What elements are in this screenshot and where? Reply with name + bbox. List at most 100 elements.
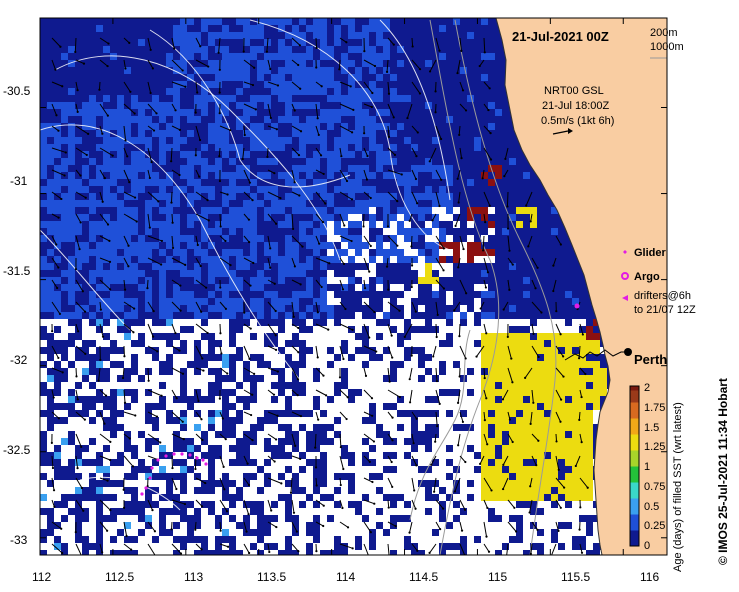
sst-cell	[355, 529, 362, 536]
current-arrow	[483, 191, 491, 206]
sst-cell	[334, 256, 341, 263]
sst-cell	[264, 550, 271, 555]
sst-cell	[103, 466, 110, 473]
sst-cell	[82, 382, 89, 389]
sst-cell	[446, 536, 453, 543]
sst-cell	[138, 417, 145, 424]
sst-cell	[439, 235, 446, 242]
current-arrowhead	[439, 528, 442, 531]
sst-cell	[523, 438, 530, 445]
sst-cell	[173, 291, 180, 298]
sst-cell	[229, 396, 236, 403]
current-arrowhead	[489, 132, 492, 135]
sst-cell	[292, 508, 299, 515]
sst-cell	[208, 193, 215, 200]
sst-cell	[320, 501, 327, 508]
sst-cell	[446, 487, 453, 494]
current-arrowhead	[373, 502, 376, 505]
current-arrow	[502, 477, 509, 490]
sst-cell	[523, 431, 530, 438]
sst-cell	[488, 249, 495, 256]
sst-cell	[187, 242, 194, 249]
sst-cell	[250, 53, 257, 60]
sst-cell	[397, 298, 404, 305]
sst-cell	[250, 403, 257, 410]
sst-cell	[68, 536, 75, 543]
current-arrow	[363, 147, 368, 157]
current-arrowhead	[274, 309, 277, 313]
current-arrowhead	[184, 263, 187, 266]
current-arrow	[429, 543, 437, 554]
sst-cell	[124, 396, 131, 403]
sst-cell	[117, 151, 124, 158]
current-arrow	[315, 125, 320, 136]
current-arrow	[404, 323, 413, 338]
sst-cell	[250, 46, 257, 53]
sst-cell	[40, 494, 47, 501]
sst-cell	[558, 424, 565, 431]
sst-cell	[558, 508, 565, 515]
sst-cell	[495, 438, 502, 445]
sst-cell	[285, 529, 292, 536]
sst-cell	[355, 137, 362, 144]
sst-cell	[579, 473, 586, 480]
current-arrowhead	[207, 219, 210, 222]
sst-cell	[222, 186, 229, 193]
current-arrow	[147, 169, 151, 179]
sst-cell	[103, 543, 110, 550]
sst-cell	[341, 396, 348, 403]
sst-cell	[530, 515, 537, 522]
current-arrowhead	[200, 548, 203, 551]
sst-cell	[292, 88, 299, 95]
current-arrowhead	[557, 529, 560, 533]
sst-cell	[390, 284, 397, 291]
sst-cell	[54, 333, 61, 340]
drifter-point	[574, 303, 580, 309]
sst-cell	[355, 515, 362, 522]
current-arrow	[51, 235, 57, 245]
sst-cell	[362, 242, 369, 249]
sst-cell	[187, 382, 194, 389]
sst-cell	[390, 431, 397, 438]
current-arrowhead	[250, 413, 253, 417]
sst-cell	[61, 270, 68, 277]
sst-cell	[460, 417, 467, 424]
current-arrowhead	[160, 263, 163, 266]
current-arrowhead	[74, 531, 77, 534]
sst-cell	[222, 221, 229, 228]
sst-cell	[166, 298, 173, 305]
sst-cell	[215, 228, 222, 235]
sst-cell	[82, 431, 89, 438]
current-arrow	[315, 257, 330, 264]
sst-cell	[327, 291, 334, 298]
sst-cell	[54, 228, 61, 235]
sst-cell	[327, 158, 334, 165]
current-arrow	[483, 543, 490, 553]
sst-cell	[299, 312, 306, 319]
sst-cell	[82, 165, 89, 172]
sst-cell	[292, 326, 299, 333]
sst-cell	[201, 25, 208, 32]
sst-cell	[166, 375, 173, 382]
sst-cell	[327, 249, 334, 256]
sst-cell	[236, 340, 243, 347]
sst-cell	[579, 487, 586, 494]
sst-cell	[376, 389, 383, 396]
sst-cell	[110, 228, 117, 235]
sst-cell	[131, 95, 138, 102]
current-arrowhead	[84, 196, 87, 199]
current-arrow	[459, 37, 462, 51]
sst-cell	[173, 389, 180, 396]
sst-cell	[411, 361, 418, 368]
sst-cell	[565, 515, 572, 522]
sst-cell	[257, 284, 264, 291]
sst-cell	[131, 172, 138, 179]
sst-cell	[173, 263, 180, 270]
sst-cell	[376, 403, 383, 410]
sst-cell	[103, 228, 110, 235]
sst-cell	[264, 431, 271, 438]
current-arrowhead	[368, 460, 371, 464]
sst-cell	[404, 508, 411, 515]
sst-cell	[187, 543, 194, 550]
sst-cell	[271, 291, 278, 298]
